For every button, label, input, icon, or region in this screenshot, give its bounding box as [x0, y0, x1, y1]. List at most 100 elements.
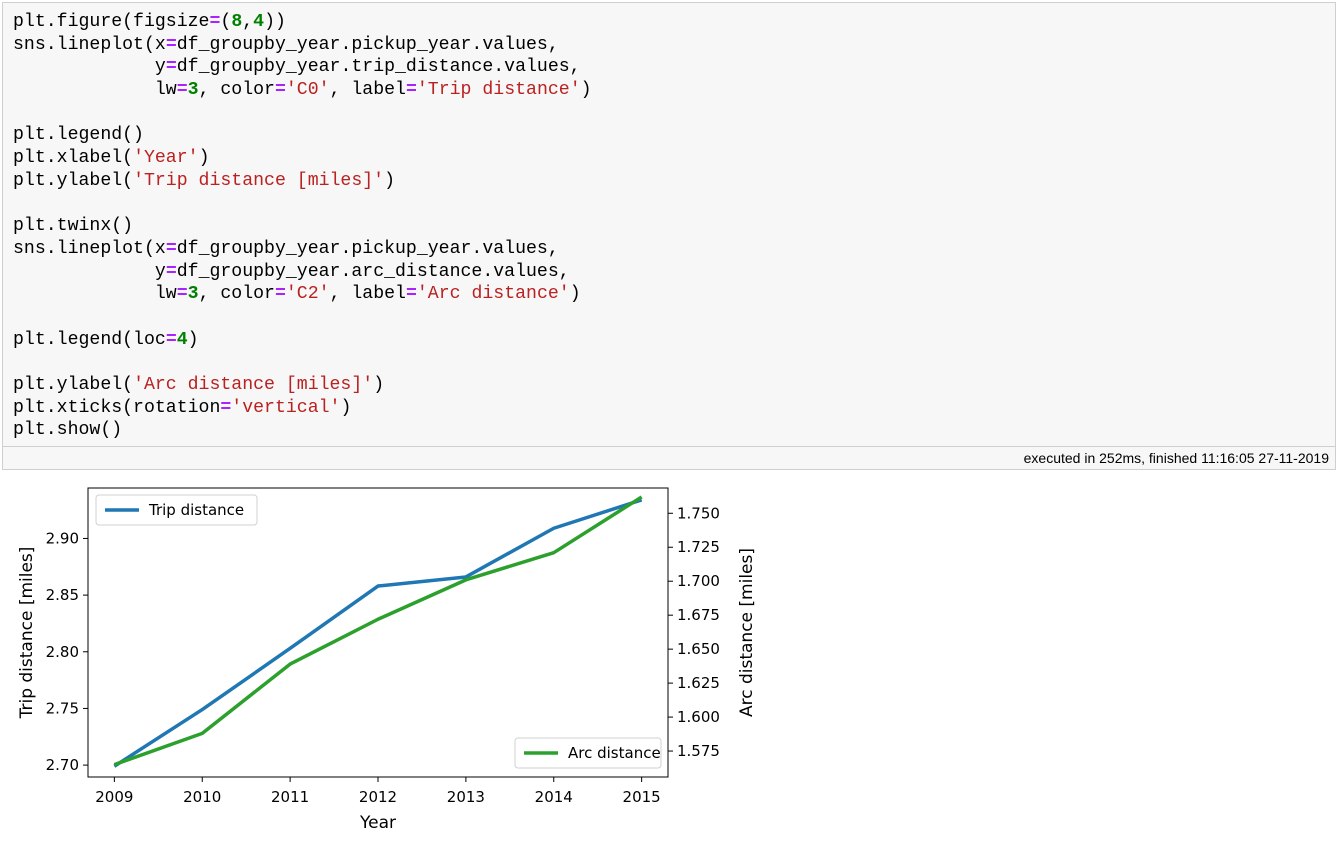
x-tick-label: 2009 [95, 788, 133, 806]
code-editor[interactable]: plt.figure(figsize=(8,4))sns.lineplot(x=… [13, 11, 592, 442]
right-y-axis-label: Arc distance [miles] [737, 548, 757, 717]
code-token: ) [570, 284, 581, 304]
code-token: sns.lineplot(x [13, 35, 166, 55]
code-token: = [209, 12, 220, 32]
code-line: plt.twinx() [13, 215, 592, 238]
right-y-tick-label: 1.575 [677, 742, 720, 760]
code-token: ) [373, 375, 384, 395]
code-line [13, 102, 592, 125]
code-token: = [177, 284, 188, 304]
code-line: lw=3, color='C2', label='Arc distance') [13, 283, 592, 306]
code-line [13, 193, 592, 216]
code-token: df_groupby_year.pickup_year.values, [177, 239, 559, 259]
code-token: = [166, 330, 177, 350]
left-y-tick-label: 2.80 [46, 643, 79, 661]
code-line: plt.ylabel('Trip distance [miles]') [13, 170, 592, 193]
code-token: 'C2' [286, 284, 330, 304]
code-token: = [406, 80, 417, 100]
execution-info-bar: executed in 252ms, finished 11:16:05 27-… [2, 446, 1336, 470]
right-y-tick-label: 1.700 [677, 572, 720, 590]
code-token: 'vertical' [231, 398, 340, 418]
code-line [13, 306, 592, 329]
code-token: plt.twinx() [13, 216, 133, 236]
left-y-tick-label: 2.75 [46, 699, 79, 717]
code-token: plt.xlabel( [13, 148, 133, 168]
code-line: y=df_groupby_year.trip_distance.values, [13, 56, 592, 79]
code-token: = [275, 284, 286, 304]
code-token: = [166, 262, 177, 282]
x-axis-label: Year [359, 813, 396, 833]
x-tick-label: 2011 [271, 788, 309, 806]
series-line-trip-distance [114, 500, 641, 766]
code-token: y [13, 262, 166, 282]
code-line: plt.legend() [13, 124, 592, 147]
code-token: plt.figure(figsize [13, 12, 209, 32]
x-tick-label: 2012 [359, 788, 397, 806]
code-token: ) [199, 148, 210, 168]
series-line-arc-distance [114, 497, 641, 765]
code-token: df_groupby_year.trip_distance.values, [177, 57, 581, 77]
code-token: ( [220, 12, 231, 32]
legend-arc-distance-label: Arc distance [568, 744, 661, 762]
code-token: , label [330, 80, 406, 100]
code-token: 8 [231, 12, 242, 32]
legend-trip-distance-label: Trip distance [148, 501, 244, 519]
x-tick-label: 2015 [623, 788, 661, 806]
code-line: y=df_groupby_year.arc_distance.values, [13, 261, 592, 284]
code-token: , color [199, 80, 275, 100]
code-token: ) [340, 398, 351, 418]
left-y-tick-label: 2.70 [46, 756, 79, 774]
code-token: ) [384, 171, 395, 191]
code-token: 'Trip distance' [417, 80, 581, 100]
code-token: plt.xticks(rotation [13, 398, 220, 418]
code-token: , [242, 12, 253, 32]
code-token: plt.legend(loc [13, 330, 166, 350]
code-token: lw [13, 80, 177, 100]
right-y-tick-label: 1.600 [677, 708, 720, 726]
code-line: plt.legend(loc=4) [13, 329, 592, 352]
code-token: ) [188, 330, 199, 350]
code-token: 'Arc distance [miles]' [133, 375, 373, 395]
right-y-tick-label: 1.650 [677, 640, 720, 658]
code-token: plt.legend() [13, 125, 144, 145]
code-token: y [13, 57, 166, 77]
code-token: ) [581, 80, 592, 100]
code-cell-input[interactable]: plt.figure(figsize=(8,4))sns.lineplot(x=… [2, 2, 1336, 446]
code-token: = [166, 35, 177, 55]
code-line: lw=3, color='C0', label='Trip distance') [13, 79, 592, 102]
code-token: 4 [177, 330, 188, 350]
code-token: 'C0' [286, 80, 330, 100]
x-tick-label: 2014 [535, 788, 573, 806]
code-token: df_groupby_year.pickup_year.values, [177, 35, 559, 55]
x-tick-label: 2010 [183, 788, 221, 806]
code-token: = [275, 80, 286, 100]
code-token: 'Trip distance [miles]' [133, 171, 384, 191]
cell-output: 2009 2010 2011 2012 2013 2014 2015 2.70 2.75 2.80… [0, 472, 800, 836]
code-line: plt.xlabel('Year') [13, 147, 592, 170]
code-line: sns.lineplot(x=df_groupby_year.pickup_ye… [13, 34, 592, 57]
code-token: , label [330, 284, 406, 304]
code-line [13, 351, 592, 374]
code-token: sns.lineplot(x [13, 239, 166, 259]
code-line: plt.xticks(rotation='vertical') [13, 397, 592, 420]
code-token: 3 [188, 284, 199, 304]
left-y-tick-label: 2.90 [46, 529, 79, 547]
code-line: plt.show() [13, 419, 592, 442]
code-token: plt.ylabel( [13, 375, 133, 395]
left-y-tick-label: 2.85 [46, 586, 79, 604]
code-token: = [166, 57, 177, 77]
right-y-tick-label: 1.675 [677, 606, 720, 624]
code-token: 'Year' [133, 148, 199, 168]
code-token: lw [13, 284, 177, 304]
code-token: 3 [188, 80, 199, 100]
code-line: plt.ylabel('Arc distance [miles]') [13, 374, 592, 397]
code-token: , color [199, 284, 275, 304]
plot-frame [88, 488, 668, 777]
code-line: sns.lineplot(x=df_groupby_year.pickup_ye… [13, 238, 592, 261]
code-token: = [406, 284, 417, 304]
code-token: = [177, 80, 188, 100]
x-tick-label: 2013 [447, 788, 485, 806]
right-y-tick-label: 1.625 [677, 674, 720, 692]
execution-time-label: executed in 252ms, finished 11:16:05 27-… [1024, 450, 1329, 466]
left-y-axis-label: Trip distance [miles] [17, 547, 37, 720]
